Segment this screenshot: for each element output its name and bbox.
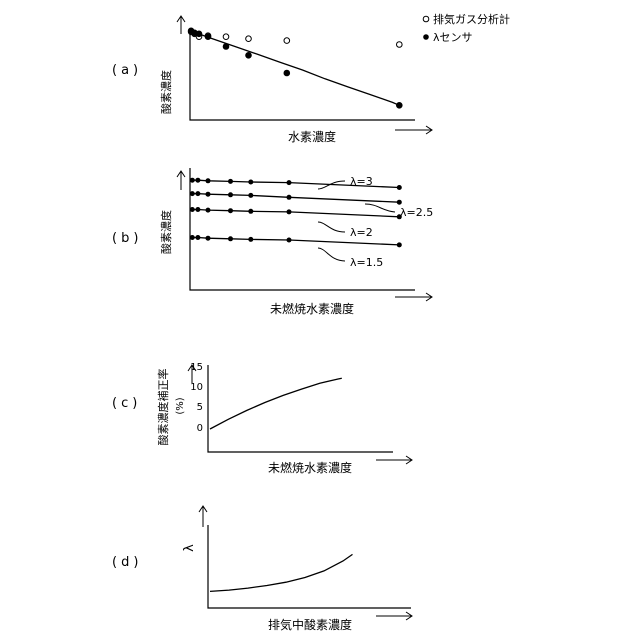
series-line-2 <box>192 210 399 217</box>
panel-b-xlabel: 未燃焼水素濃度 <box>270 301 354 316</box>
series-point-3 <box>190 235 195 240</box>
leader-line-lambda-2 <box>318 222 345 232</box>
series-point-1 <box>287 195 292 200</box>
series-point-0 <box>248 180 253 185</box>
analyzer-point <box>223 34 229 40</box>
correction-rate-curve <box>210 378 342 429</box>
panel-d-xlabel: 排気中酸素濃度 <box>268 617 352 632</box>
series-point-2 <box>195 207 200 212</box>
lambda-sensor-point <box>284 70 290 76</box>
series-point-0 <box>397 185 402 190</box>
panel-c-plot <box>210 378 342 429</box>
panel-d-label: (d) <box>112 555 142 570</box>
series-point-0 <box>190 178 195 183</box>
filled-circle-icon <box>423 34 429 40</box>
panel-c-ytick-10: 10 <box>190 382 203 393</box>
panel-c-xlabel: 未燃焼水素濃度 <box>268 460 352 475</box>
panel-a-ylabel: 酸素濃度 <box>159 70 173 114</box>
series-point-0 <box>228 179 233 184</box>
panel-c-ytick-15: 15 <box>190 362 203 373</box>
legend-item-analyzer: 排気ガス分析計 <box>433 12 510 26</box>
series-point-0 <box>206 178 211 183</box>
panel-c-ytick-5: 5 <box>197 402 203 413</box>
leader-line-lambda-1-5 <box>318 248 345 261</box>
fit-curve <box>190 31 399 106</box>
lambda-sensor-point <box>246 53 252 59</box>
series-point-1 <box>397 200 402 205</box>
series-point-1 <box>248 193 253 198</box>
panel-d-plot <box>210 554 353 591</box>
panel-a-xlabel: 水素濃度 <box>288 129 336 144</box>
series-point-0 <box>287 180 292 185</box>
series-point-0 <box>195 178 200 183</box>
series-point-3 <box>287 238 292 243</box>
lambda-sensor-point <box>196 31 202 37</box>
series-point-2 <box>287 209 292 214</box>
lambda-sensor-point <box>205 34 211 40</box>
panel-b-label: (b) <box>112 231 142 246</box>
panel-d: (d) λ 排気中酸素濃度 <box>112 506 412 632</box>
panel-b-ylabel: 酸素濃度 <box>159 210 173 254</box>
series-point-3 <box>248 237 253 242</box>
lambda-sensor-point <box>223 44 229 50</box>
panel-c-label: (c) <box>112 396 141 411</box>
panel-c-ylabel: 酸素濃度補正率 <box>156 369 170 446</box>
leader-line-lambda-2-5 <box>365 204 395 212</box>
series-point-3 <box>206 236 211 241</box>
series-label-lambda-2: λ=2 <box>350 226 373 239</box>
series-point-2 <box>190 207 195 212</box>
panel-a: (a) 酸素濃度 水素濃度 排気ガス分析計 λセンサ <box>112 12 510 144</box>
open-circle-icon <box>423 16 429 22</box>
series-label-lambda-3: λ=3 <box>350 175 373 188</box>
series-point-1 <box>206 192 211 197</box>
series-point-3 <box>397 242 402 247</box>
series-point-2 <box>206 208 211 213</box>
analyzer-point <box>397 42 403 48</box>
series-label-lambda-1-5: λ=1.5 <box>350 256 383 269</box>
panel-b: (b) 酸素濃度 未燃焼水素濃度 λ=3 λ=2.5 λ=2 λ=1.5 <box>112 168 433 316</box>
series-point-2 <box>248 209 253 214</box>
panel-a-plot <box>188 28 402 108</box>
panel-c-yunit: (%) <box>175 397 186 414</box>
panel-c-axes <box>208 365 393 452</box>
lambda-curve <box>210 554 353 591</box>
lambda-sensor-point <box>397 103 403 109</box>
panel-d-ylabel: λ <box>182 544 197 552</box>
analyzer-point <box>284 38 290 44</box>
series-point-3 <box>228 236 233 241</box>
panel-a-label: (a) <box>112 63 142 78</box>
panel-a-legend: 排気ガス分析計 λセンサ <box>423 12 510 44</box>
analyzer-point <box>246 36 252 42</box>
panel-c: (c) 酸素濃度補正率 (%) 15 10 5 0 未燃焼水素濃度 <box>112 362 412 475</box>
legend-item-lambda-sensor: λセンサ <box>433 31 473 44</box>
panel-c-ytick-0: 0 <box>197 423 203 434</box>
panel-a-axes <box>190 28 415 120</box>
series-point-1 <box>190 191 195 196</box>
series-point-1 <box>228 192 233 197</box>
series-label-lambda-2-5: λ=2.5 <box>400 206 433 219</box>
series-line-1 <box>192 194 399 203</box>
series-point-3 <box>195 235 200 240</box>
series-point-1 <box>195 191 200 196</box>
panel-d-axes <box>208 525 411 608</box>
series-point-2 <box>228 208 233 213</box>
